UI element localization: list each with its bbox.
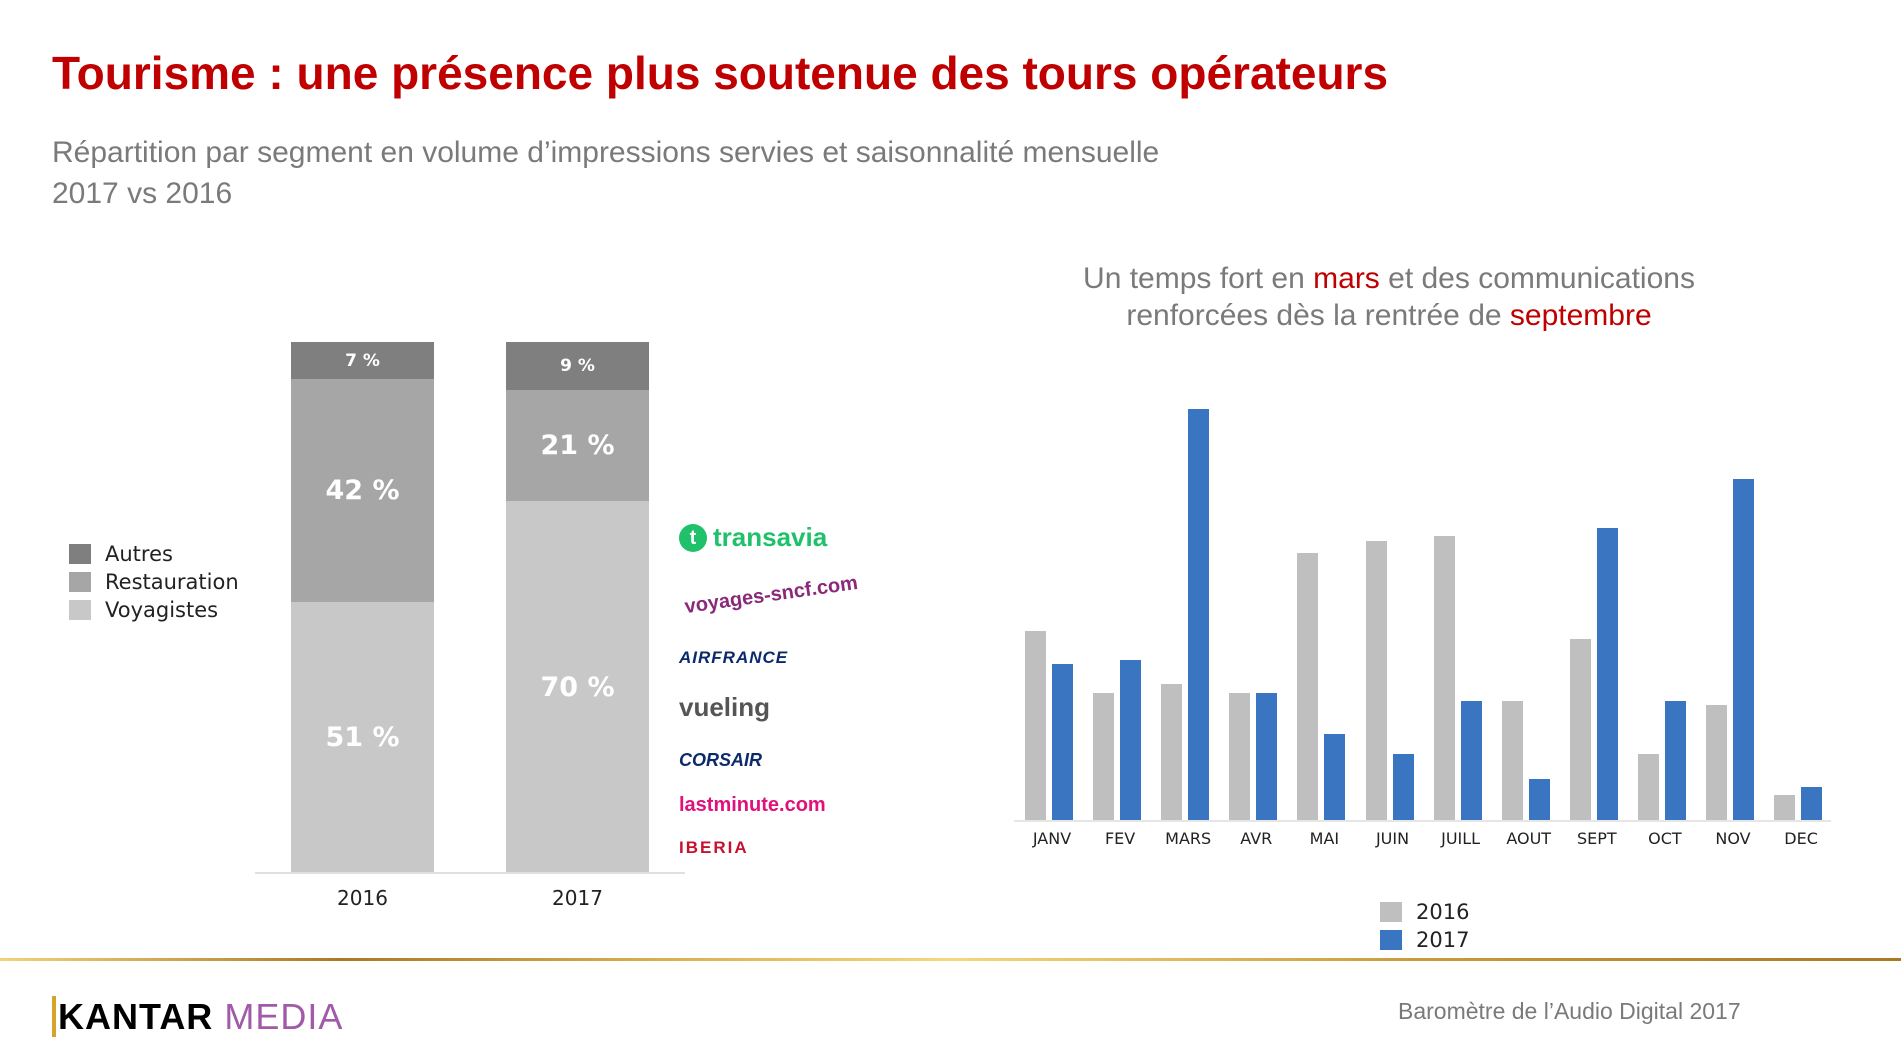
subtitle-line2: 2017 vs 2016 (52, 177, 233, 210)
logo-text: transavia (713, 522, 828, 552)
data-label: 21 % (540, 430, 615, 462)
month-label: FEV (1104, 829, 1136, 848)
legend-label: 2016 (1416, 900, 1470, 924)
month-label: JUILL (1441, 829, 1481, 848)
segment-voyagistes: 51 % (291, 602, 434, 873)
title-text: Un temps fort en (1083, 262, 1314, 295)
logo-voyages-sncf: voyages-sncf.com (683, 571, 860, 619)
bar-sept-2017 (1596, 528, 1618, 820)
transavia-icon: t (679, 523, 707, 552)
bar-juill-2016 (1433, 536, 1455, 820)
month-label: DEC (1784, 829, 1818, 848)
bar-fev-2016 (1093, 692, 1115, 820)
legend-swatch (1380, 902, 1402, 922)
footer-source: Baromètre de l’Audio Digital 2017 (1398, 998, 1741, 1024)
month-label: OCT (1648, 829, 1682, 848)
stacked-bar-2017: 70 % 21 % 9 % (506, 342, 649, 873)
bar-avr-2017 (1256, 692, 1278, 820)
month-label: MARS (1165, 829, 1212, 848)
segment-restauration: 21 % (506, 389, 649, 502)
month-label: NOV (1715, 829, 1751, 848)
month-label: MAI (1309, 829, 1340, 848)
legend-swatch (1380, 930, 1402, 950)
month-label: AOUT (1506, 829, 1552, 848)
logo-kantar: KANTAR (52, 996, 214, 1037)
data-label: 9 % (560, 355, 595, 376)
data-label: 42 % (325, 475, 400, 507)
bar-dec-2017 (1801, 787, 1823, 820)
legend-item-autres: Autres (69, 540, 239, 568)
bar-mai-2017 (1324, 733, 1346, 820)
segment-restauration: 42 % (291, 379, 434, 603)
logo-iberia: IBERIA (679, 838, 749, 857)
segment-voyagistes: 70 % (506, 501, 649, 873)
logo-airfrance: AIRFRANCE (679, 648, 789, 667)
month-label: JANV (1032, 829, 1072, 848)
bar-mars-2017 (1188, 409, 1210, 820)
legend-label: Voyagistes (105, 598, 219, 622)
logo-vueling: vueling (679, 692, 771, 722)
bar-nov-2017 (1733, 478, 1754, 820)
stacked-bar-2016: 51 % 42 % 7 % (291, 342, 434, 873)
stacked-legend: Autres Restauration Voyagistes (69, 540, 239, 624)
page-title: Tourisme : une présence plus soutenue de… (52, 47, 1389, 99)
subtitle-line1: Répartition par segment en volume d’impr… (52, 136, 1160, 169)
bar-juill-2017 (1460, 700, 1482, 820)
bar-aout-2016 (1501, 700, 1523, 820)
logo-corsair: CORSAIR (679, 750, 763, 770)
bar-avr-2016 (1229, 692, 1251, 820)
legend-swatch (69, 600, 91, 620)
legend-item-2017: 2017 (1380, 926, 1469, 954)
title-text: renforcées dès la rentrée de (1126, 299, 1510, 332)
bar-nov-2016 (1706, 704, 1727, 820)
data-label: 7 % (345, 350, 380, 371)
month-label: JUIN (1375, 829, 1410, 848)
bar-janv-2016 (1025, 630, 1046, 820)
bar-sept-2016 (1569, 639, 1591, 820)
data-label: 70 % (540, 671, 615, 703)
data-label: 51 % (325, 722, 400, 754)
legend-label: 2017 (1416, 928, 1470, 952)
logo-media: MEDIA (224, 996, 344, 1037)
bar-fev-2017 (1120, 659, 1142, 820)
legend-item-restauration: Restauration (69, 568, 239, 596)
stacked-axis-line (255, 872, 685, 874)
bar-dec-2016 (1774, 795, 1796, 820)
monthly-legend: 2016 2017 (1380, 898, 1469, 954)
bar-oct-2016 (1637, 754, 1659, 820)
legend-item-voyagistes: Voyagistes (69, 596, 239, 624)
title-text: et des communications (1379, 262, 1695, 295)
segment-autres: 7 % (291, 342, 434, 380)
bar-juin-2017 (1392, 754, 1414, 820)
bar-mars-2016 (1161, 684, 1183, 820)
legend-label: Autres (105, 542, 173, 566)
month-label: SEPT (1576, 829, 1617, 848)
legend-swatch (69, 544, 91, 564)
legend-label: Restauration (105, 570, 239, 594)
monthly-chart-title: Un temps fort en mars et des communicati… (1039, 260, 1739, 334)
bar-janv-2017 (1052, 663, 1073, 820)
segment-autres: 9 % (506, 342, 649, 390)
category-label: 2017 (552, 886, 603, 910)
kantar-media-logo: KANTAR MEDIA (52, 996, 343, 1038)
bar-juin-2016 (1365, 540, 1387, 820)
title-highlight-mars: mars (1313, 262, 1380, 295)
title-highlight-septembre: septembre (1509, 299, 1652, 332)
legend-swatch (69, 572, 91, 592)
legend-item-2016: 2016 (1380, 898, 1469, 926)
monthly-axis-line (1014, 820, 1831, 822)
logo-lastminute: lastminute.com (679, 794, 826, 816)
logo-transavia: t transavia (679, 522, 827, 553)
month-label: AVR (1240, 829, 1273, 848)
bar-mai-2016 (1297, 552, 1319, 820)
category-label: 2016 (337, 886, 388, 910)
footer-divider (0, 958, 1901, 961)
bar-oct-2017 (1664, 700, 1686, 820)
bar-aout-2017 (1528, 778, 1550, 820)
